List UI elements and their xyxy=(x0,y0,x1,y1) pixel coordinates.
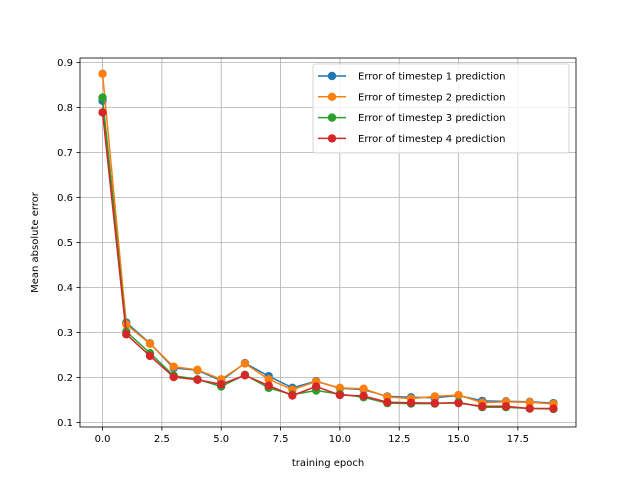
legend-box xyxy=(312,63,570,154)
series-2-point xyxy=(264,375,273,384)
series-4-point xyxy=(169,372,178,382)
series-4-point xyxy=(217,380,226,389)
series-4-point xyxy=(98,108,107,117)
series-4-point xyxy=(193,375,202,384)
series-4-point xyxy=(288,391,297,400)
legend: Error of timestep 1 prediction Error of t… xyxy=(312,63,570,154)
series-4-point xyxy=(501,402,511,411)
x-tick-label: 2.5 xyxy=(154,434,170,445)
series-4-point xyxy=(240,371,250,380)
series-2-point xyxy=(359,384,368,393)
series-4-point xyxy=(549,404,558,413)
legend-swatch-marker xyxy=(327,113,337,122)
x-tick-label: 10.0 xyxy=(329,434,351,445)
y-tick-label: 0.7 xyxy=(57,148,73,159)
series-2-point xyxy=(240,359,250,368)
y-axis: 0.1 0.2 0.3 0.4 0.5 0.6 0.7 0.8 0.9 xyxy=(57,58,80,429)
series-3-point xyxy=(98,93,107,102)
x-tick-label: 7.5 xyxy=(273,434,289,445)
y-tick-label: 0.9 xyxy=(57,58,73,69)
legend-label: Error of timestep 2 prediction xyxy=(358,92,506,103)
series-4-point xyxy=(525,404,534,413)
x-tick-label: 0.0 xyxy=(95,434,111,445)
series-4-point xyxy=(359,391,368,401)
y-tick-label: 0.1 xyxy=(57,418,73,429)
series-2-point xyxy=(335,383,345,393)
x-tick-label: 17.5 xyxy=(507,434,529,445)
y-tick-label: 0.6 xyxy=(57,193,73,204)
series-4-point xyxy=(311,382,321,391)
y-tick-label: 0.3 xyxy=(57,328,73,339)
x-tick-label: 12.5 xyxy=(388,434,410,445)
x-axis: 0.0 2.5 5.0 7.5 10.0 12.5 15.0 17.5 xyxy=(95,427,529,445)
series-2-point xyxy=(145,339,155,348)
series-layer xyxy=(98,69,558,414)
x-tick-label: 15.0 xyxy=(447,434,469,445)
series-2-point xyxy=(430,392,439,401)
x-axis-label: training epoch xyxy=(292,458,364,469)
series-2 xyxy=(98,69,558,409)
series-2-point xyxy=(193,365,202,375)
legend-swatch-marker xyxy=(327,134,337,143)
legend-label: Error of timestep 3 prediction xyxy=(358,113,506,124)
series-2-point xyxy=(454,390,463,400)
y-axis-label: Mean absolute error xyxy=(30,191,41,293)
series-4-point xyxy=(383,398,392,407)
series-4-point xyxy=(145,351,155,361)
series-4-point xyxy=(430,398,439,408)
legend-label: Error of timestep 4 prediction xyxy=(358,134,506,145)
series-2-point xyxy=(98,69,107,78)
legend-swatch-marker xyxy=(327,71,337,81)
series-4-point xyxy=(478,402,487,411)
series-2-point xyxy=(169,362,178,371)
legend-label: Error of timestep 1 prediction xyxy=(358,72,506,83)
y-tick-label: 0.5 xyxy=(57,238,73,249)
series-2-point xyxy=(525,398,534,407)
y-tick-label: 0.8 xyxy=(57,103,73,114)
legend-swatch-marker xyxy=(327,92,337,102)
x-tick-label: 5.0 xyxy=(213,434,229,445)
series-4-point xyxy=(335,390,345,400)
series-4-point xyxy=(264,381,273,390)
series-4 xyxy=(98,108,558,413)
series-4-point xyxy=(122,330,131,339)
series-4-point xyxy=(454,398,463,408)
y-tick-label: 0.4 xyxy=(57,283,73,294)
y-tick-label: 0.2 xyxy=(57,373,73,384)
series-4-point xyxy=(406,398,416,407)
